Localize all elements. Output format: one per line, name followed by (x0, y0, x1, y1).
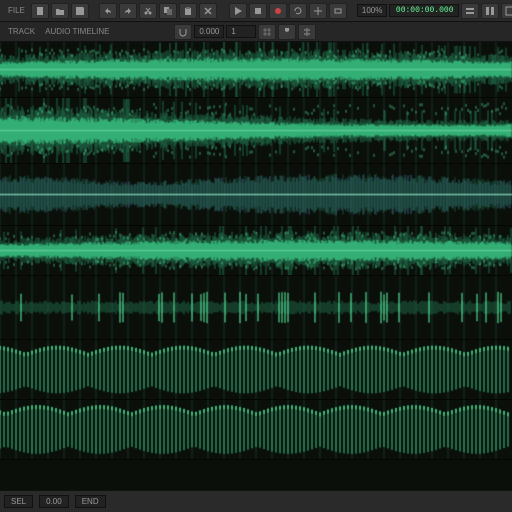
zoom-field[interactable]: 100% (357, 4, 387, 17)
waveform-canvas (0, 226, 512, 275)
waveform-track[interactable] (0, 226, 512, 276)
split-button[interactable] (298, 24, 316, 40)
pos-field[interactable]: 0.000 (194, 25, 224, 38)
waveform-canvas (0, 98, 512, 163)
selection-label: SEL (4, 495, 33, 508)
undo-button[interactable] (99, 3, 117, 19)
file-group (31, 3, 89, 19)
waveform-canvas (0, 340, 512, 399)
new-button[interactable] (31, 3, 49, 19)
main-toolbar: FILE 100% 00:00:00.000 ? (0, 0, 512, 22)
grid-button[interactable] (258, 24, 276, 40)
tool-a-button[interactable] (309, 3, 327, 19)
tracks-area[interactable] (0, 42, 512, 490)
redo-button[interactable] (119, 3, 137, 19)
waveform-track[interactable] (0, 400, 512, 460)
waveform-track[interactable] (0, 98, 512, 164)
record-button[interactable] (269, 3, 287, 19)
copy-button[interactable] (159, 3, 177, 19)
track-label: TRACK (4, 27, 39, 36)
view-c-button[interactable] (501, 3, 512, 19)
waveform-canvas (0, 400, 512, 459)
paste-button[interactable] (179, 3, 197, 19)
marker-button[interactable] (278, 24, 296, 40)
play-button[interactable] (229, 3, 247, 19)
loop-button[interactable] (289, 3, 307, 19)
delete-button[interactable] (199, 3, 217, 19)
secondary-toolbar: TRACK AUDIO TIMELINE 0.000 1 (0, 22, 512, 42)
view-b-button[interactable] (481, 3, 499, 19)
file-label: FILE (4, 6, 29, 15)
stop-button[interactable] (249, 3, 267, 19)
transport-group (229, 3, 347, 19)
time-display: 00:00:00.000 (389, 4, 459, 17)
selection-value: 0.00 (39, 495, 69, 508)
status-bar: SEL 0.00 END (0, 490, 512, 512)
cut-button[interactable] (139, 3, 157, 19)
save-button[interactable] (71, 3, 89, 19)
waveform-canvas (0, 42, 512, 97)
open-button[interactable] (51, 3, 69, 19)
view-group: ? (461, 3, 512, 19)
timeline-label: AUDIO TIMELINE (41, 27, 113, 36)
waveform-canvas (0, 276, 512, 339)
chan-field[interactable]: 1 (226, 25, 256, 38)
waveform-track[interactable] (0, 276, 512, 340)
waveform-track[interactable] (0, 340, 512, 400)
view-a-button[interactable] (461, 3, 479, 19)
selection-end: END (75, 495, 106, 508)
waveform-canvas (0, 164, 512, 225)
waveform-track[interactable] (0, 42, 512, 98)
edit-group (99, 3, 217, 19)
tool-b-button[interactable] (329, 3, 347, 19)
waveform-track[interactable] (0, 164, 512, 226)
snap-button[interactable] (174, 24, 192, 40)
